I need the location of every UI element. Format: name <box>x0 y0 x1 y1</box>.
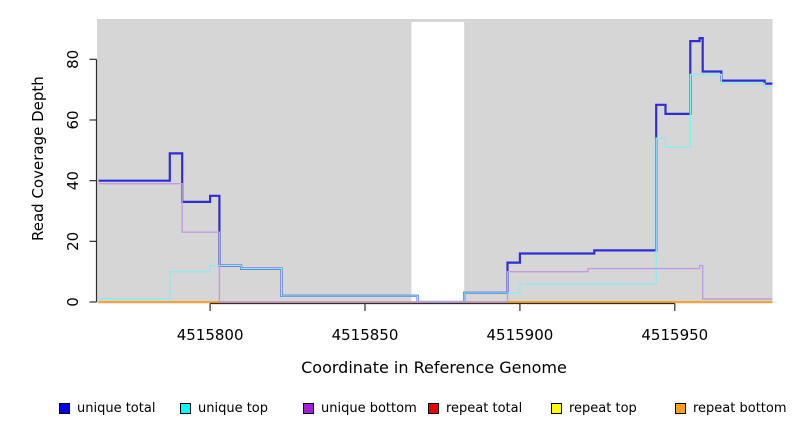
legend-item-repeat-top: repeat top <box>551 399 637 417</box>
series-line-unique-bottom <box>98 183 773 303</box>
y-tick-label: 20 <box>64 232 82 251</box>
x-tick-label: 4515950 <box>641 326 708 344</box>
legend-label: unique top <box>198 400 269 416</box>
legend-item-repeat-bottom: repeat bottom <box>675 399 787 417</box>
x-axis-title: Coordinate in Reference Genome <box>301 358 567 377</box>
x-tick-label: 4515800 <box>177 326 244 344</box>
y-tick-label: 60 <box>64 110 82 129</box>
legend-swatch-unique-total <box>59 402 70 414</box>
series-line-unique-top <box>98 73 773 303</box>
legend-swatch-repeat-total <box>428 402 439 414</box>
legend-item-unique-bottom: unique bottom <box>303 399 417 417</box>
y-tick-label: 0 <box>64 297 82 307</box>
y-axis-title: Read Coverage Depth <box>29 76 47 241</box>
x-tick-label: 4515850 <box>332 326 399 344</box>
legend-swatch-repeat-top <box>551 402 562 414</box>
legend-item-repeat-total: repeat total <box>428 399 522 417</box>
y-tick-label: 80 <box>64 50 82 69</box>
legend-label: repeat top <box>569 400 637 416</box>
x-tick-label: 4515900 <box>486 326 553 344</box>
legend-label: repeat bottom <box>693 400 787 416</box>
legend-label: repeat total <box>446 400 523 416</box>
legend-label: unique bottom <box>321 400 417 416</box>
legend-swatch-repeat-bottom <box>675 402 686 414</box>
masked-region <box>411 22 465 304</box>
legend-label: unique total <box>77 400 156 416</box>
legend-item-unique-total: unique total <box>59 399 155 417</box>
y-tick-label: 40 <box>64 171 82 190</box>
legend-swatch-unique-bottom <box>303 402 314 414</box>
legend-swatch-unique-top <box>180 402 191 414</box>
legend: unique total unique top unique bottom re… <box>0 399 792 417</box>
series-line-unique-total <box>98 37 773 304</box>
legend-item-unique-top: unique top <box>180 399 268 417</box>
